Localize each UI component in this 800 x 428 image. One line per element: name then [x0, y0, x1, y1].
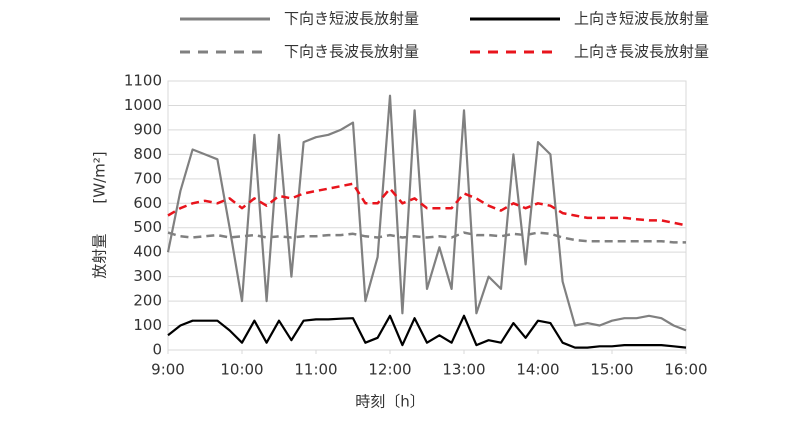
x-tick-label: 14:00	[516, 361, 559, 379]
legend-label: 上向き短波長放射量	[574, 10, 709, 28]
y-tick-label: 1000	[124, 96, 162, 114]
x-tick-label: 15:00	[590, 361, 633, 379]
series-line	[167, 231, 686, 244]
y-tick-label: 400	[133, 243, 162, 261]
y-axis-title: 放射量 [W/m²]	[91, 151, 109, 278]
y-tick-label: 200	[133, 292, 162, 310]
y-tick-label: 500	[133, 218, 162, 236]
x-tick-label: 13:00	[442, 361, 485, 379]
x-tick-label: 10:00	[220, 361, 263, 379]
x-tick-label: 11:00	[294, 361, 337, 379]
y-tick-label: 300	[133, 267, 162, 285]
series-line	[167, 314, 687, 349]
y-tick-label: 0	[152, 341, 162, 359]
x-axis-title: 時刻〔h〕	[355, 393, 425, 411]
y-tick-label: 600	[133, 194, 162, 212]
y-tick-label: 100	[133, 316, 162, 334]
x-tick-label: 12:00	[368, 361, 411, 379]
x-tick-label: 9:00	[151, 361, 185, 379]
y-tick-label: 800	[133, 145, 162, 163]
x-tick-label: 16:00	[664, 361, 707, 379]
legend-label: 下向き短波長放射量	[284, 10, 419, 28]
y-tick-label: 1100	[124, 72, 162, 90]
series-line	[167, 182, 687, 227]
y-tick-label: 900	[133, 120, 162, 138]
series-line	[166, 94, 687, 332]
legend-label: 上向き長波長放射量	[574, 43, 709, 61]
y-tick-label: 700	[133, 169, 162, 187]
plot-frame	[167, 80, 687, 351]
legend-label: 下向き長波長放射量	[284, 43, 419, 61]
